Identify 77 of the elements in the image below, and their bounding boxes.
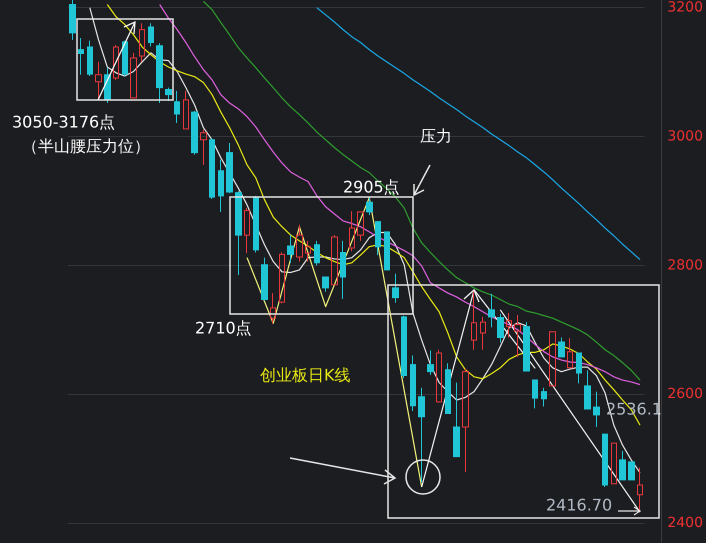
line-series: [316, 7, 641, 260]
candlestick: [523, 322, 530, 372]
candlestick: [200, 128, 207, 166]
candlestick: [558, 337, 565, 358]
candlestick: [78, 38, 84, 76]
candlestick: [462, 368, 469, 473]
candlestick: [270, 292, 276, 324]
candlestick: [418, 387, 425, 483]
candlestick: [401, 315, 407, 379]
candlestick: [296, 224, 303, 262]
candlestick: [593, 391, 600, 428]
candlestick: [340, 240, 346, 300]
candlestick: [392, 273, 399, 304]
candlestick: [287, 234, 294, 264]
y-tick-label: 2800: [667, 257, 704, 274]
candlestick: [375, 221, 381, 256]
candlestick: [532, 380, 538, 409]
candlestick: [95, 61, 102, 100]
candlestick: [174, 90, 180, 124]
y-tick-label: 2400: [667, 515, 704, 532]
candlestick: [322, 276, 329, 292]
candlestick: [113, 44, 119, 80]
y-tick-label: 2600: [667, 386, 704, 402]
candlestick: [130, 52, 137, 98]
candlestick: [122, 40, 128, 77]
candlestick: [305, 240, 311, 262]
annotation: 2416.70: [546, 496, 612, 514]
annotation: 2710点: [195, 318, 252, 338]
candlestick: [87, 40, 93, 77]
candlestick: [349, 210, 355, 252]
candlestick: [480, 316, 486, 350]
candlestick: [445, 362, 451, 414]
annotation: 2905点: [343, 178, 400, 196]
y-tick-label: 3200: [667, 0, 704, 16]
candlestick: [567, 338, 573, 368]
candlestick: [148, 22, 154, 47]
y-tick-label: 3000: [667, 128, 704, 145]
candlestick: [549, 331, 556, 386]
candlestick: [514, 314, 521, 358]
annotation: 压力: [420, 126, 452, 146]
candlestick: [165, 87, 172, 102]
candlestick: [314, 240, 320, 266]
candlestick: [218, 159, 224, 212]
candlestick: [191, 110, 198, 156]
candlestick: [453, 382, 460, 458]
text: 创业板日K线: [260, 366, 350, 384]
candlestick: [226, 142, 233, 194]
candlestick: [427, 350, 434, 376]
candlestick: [384, 231, 390, 270]
candlestick: [436, 349, 442, 404]
candlestick: [279, 252, 285, 304]
candlestick: [261, 257, 268, 302]
candlestick: [637, 467, 643, 513]
candlestick: [628, 461, 635, 480]
candlestick: [69, 0, 76, 40]
candlestick: [139, 22, 145, 62]
candlestick: [209, 138, 215, 200]
candlestick: [488, 293, 495, 328]
annotation: （半山腰压力位）: [22, 136, 150, 156]
candlestick: [471, 289, 477, 350]
candlestick: [183, 90, 189, 130]
candlestick: [506, 312, 512, 338]
candlestick: [497, 313, 504, 344]
candlestick: [366, 197, 373, 216]
candlestick: [244, 208, 250, 254]
candlestick: [584, 370, 591, 410]
candlestick: [357, 211, 364, 242]
annotation: 3050-3176点: [12, 112, 116, 132]
candlestick: [156, 42, 163, 104]
candlestick: [410, 355, 416, 412]
candlestick: [235, 190, 242, 276]
candlestick: [619, 450, 626, 480]
candlestick: [576, 352, 582, 384]
candlestick: [331, 234, 338, 286]
candlestick: [541, 387, 547, 407]
candlestick: [602, 434, 608, 488]
candlestick: [611, 442, 617, 484]
